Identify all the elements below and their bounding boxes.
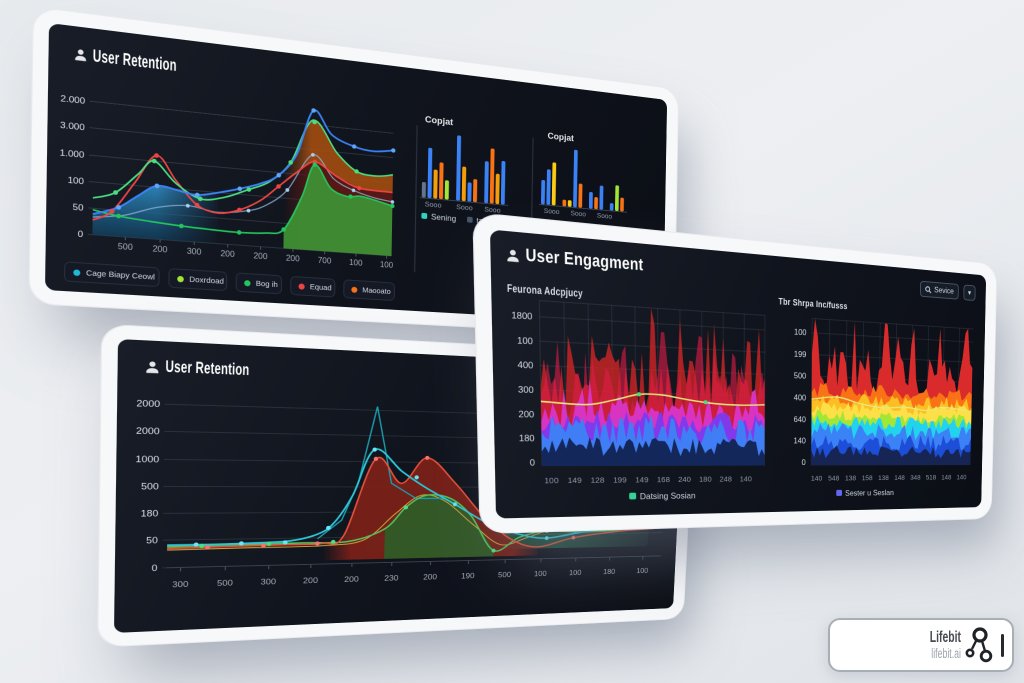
svg-text:200: 200 (303, 576, 319, 585)
svg-text:300: 300 (518, 385, 534, 395)
svg-text:700: 700 (318, 256, 332, 266)
svg-text:0: 0 (151, 563, 157, 573)
svg-text:200: 200 (518, 410, 534, 420)
svg-text:149: 149 (635, 476, 649, 485)
svg-text:180: 180 (141, 509, 159, 519)
svg-text:50: 50 (73, 202, 84, 213)
svg-text:Sooo: Sooo (425, 199, 442, 209)
svg-text:180: 180 (519, 434, 535, 444)
svg-text:100: 100 (67, 175, 84, 187)
svg-text:100: 100 (517, 336, 533, 347)
svg-text:500: 500 (794, 372, 807, 381)
svg-text:200: 200 (220, 249, 234, 259)
svg-text:500: 500 (498, 571, 512, 580)
svg-text:Sooo: Sooo (597, 211, 613, 220)
svg-text:240: 240 (678, 476, 691, 484)
svg-text:2000: 2000 (136, 426, 160, 437)
svg-text:500: 500 (118, 242, 133, 252)
svg-text:100: 100 (349, 258, 362, 268)
svg-text:100: 100 (380, 260, 393, 269)
svg-text:158: 158 (862, 475, 873, 483)
svg-text:230: 230 (384, 574, 399, 583)
svg-text:Sester u Seslan: Sester u Seslan (845, 489, 894, 498)
svg-text:300: 300 (187, 247, 202, 257)
svg-text:1.000: 1.000 (60, 148, 85, 161)
svg-text:Copjat: Copjat (425, 114, 454, 127)
svg-text:ta: ta (476, 216, 483, 226)
svg-text:Datsing Sosian: Datsing Sosian (640, 492, 696, 502)
svg-text:148: 148 (894, 474, 905, 482)
svg-text:Sooo: Sooo (544, 206, 560, 216)
svg-text:140: 140 (740, 475, 752, 483)
svg-text:128: 128 (591, 476, 605, 485)
svg-text:200: 200 (153, 244, 168, 254)
svg-text:200: 200 (253, 251, 267, 261)
svg-text:199: 199 (794, 350, 807, 359)
svg-text:400: 400 (794, 394, 806, 403)
svg-text:100: 100 (794, 328, 807, 338)
svg-text:548: 548 (828, 475, 840, 483)
svg-text:100: 100 (569, 569, 582, 577)
svg-text:180: 180 (699, 476, 712, 484)
svg-text:640: 640 (794, 415, 806, 424)
svg-text:0: 0 (78, 229, 84, 240)
svg-text:100: 100 (544, 477, 559, 486)
svg-text:190: 190 (461, 572, 475, 581)
svg-text:50: 50 (146, 536, 158, 546)
svg-text:Sooo: Sooo (456, 202, 473, 212)
svg-text:149: 149 (568, 477, 583, 486)
svg-text:140: 140 (956, 474, 966, 481)
svg-text:400: 400 (518, 361, 534, 371)
svg-text:500: 500 (141, 482, 159, 492)
svg-text:140: 140 (794, 437, 806, 446)
svg-text:138: 138 (878, 474, 889, 482)
svg-text:518: 518 (926, 474, 937, 482)
svg-text:Copjat: Copjat (547, 131, 574, 144)
svg-text:140: 140 (811, 475, 823, 483)
svg-text:Sooo: Sooo (484, 205, 501, 215)
svg-text:100: 100 (636, 567, 648, 575)
svg-text:248: 248 (720, 476, 733, 484)
svg-text:0: 0 (530, 458, 535, 468)
svg-text:200: 200 (286, 253, 300, 263)
svg-text:200: 200 (423, 573, 437, 582)
svg-text:348: 348 (910, 474, 921, 482)
svg-text:148: 148 (941, 474, 951, 481)
svg-text:Sening: Sening (431, 213, 456, 224)
svg-text:200: 200 (344, 575, 359, 584)
svg-text:Sooo: Sooo (570, 209, 586, 218)
svg-text:199: 199 (613, 476, 627, 485)
svg-text:180: 180 (603, 568, 616, 576)
svg-text:1000: 1000 (135, 454, 159, 465)
svg-text:300: 300 (172, 580, 189, 590)
svg-text:0: 0 (802, 458, 806, 467)
svg-text:300: 300 (261, 578, 277, 587)
svg-text:500: 500 (217, 579, 233, 589)
svg-text:2000: 2000 (136, 399, 160, 410)
svg-text:168: 168 (657, 476, 670, 484)
svg-text:1800: 1800 (511, 311, 532, 322)
svg-text:138: 138 (845, 475, 856, 483)
svg-text:2.000: 2.000 (60, 94, 85, 107)
svg-text:3.000: 3.000 (60, 120, 85, 133)
svg-text:100: 100 (534, 570, 547, 579)
